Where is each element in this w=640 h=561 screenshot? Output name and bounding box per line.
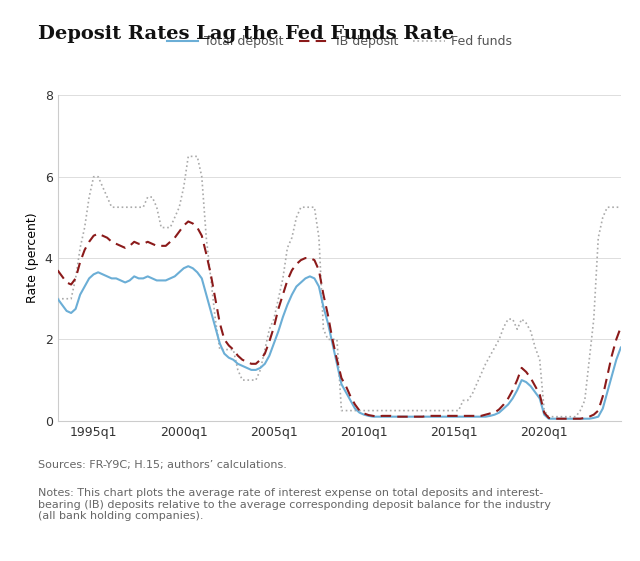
Legend: Total deposit, IB deposit, Fed funds: Total deposit, IB deposit, Fed funds [161,30,517,53]
Text: Sources: FR-Y9C; H.15; authors’ calculations.: Sources: FR-Y9C; H.15; authors’ calculat… [38,460,287,470]
Text: Notes: This chart plots the average rate of interest expense on total deposits a: Notes: This chart plots the average rate… [38,488,552,521]
Y-axis label: Rate (percent): Rate (percent) [26,213,39,304]
Text: Deposit Rates Lag the Fed Funds Rate: Deposit Rates Lag the Fed Funds Rate [38,25,454,43]
